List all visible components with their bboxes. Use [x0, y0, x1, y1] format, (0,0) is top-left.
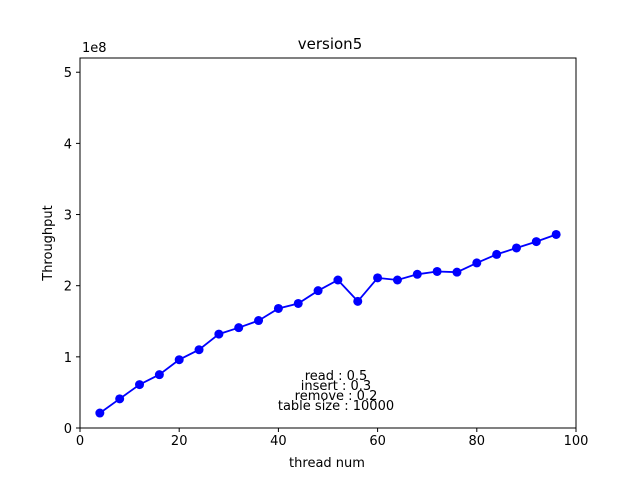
series-layer	[95, 229, 561, 418]
x-tick-label: 100	[564, 434, 589, 449]
y-tick-label: 3	[64, 209, 72, 224]
y-tick-label: 5	[64, 66, 72, 81]
x-tick-label: 0	[76, 434, 84, 449]
plot-frame	[79, 57, 577, 429]
x-tick-label: 40	[270, 434, 287, 449]
y-tick-label: 4	[64, 137, 72, 152]
data-point	[452, 267, 462, 277]
plot-area	[79, 57, 577, 429]
data-point	[511, 243, 521, 253]
data-point	[214, 329, 224, 339]
data-point	[234, 323, 244, 333]
annotation-line: read : 0.5	[305, 369, 368, 384]
x-axis: 0 20 40 60 80 100	[76, 428, 589, 449]
data-point	[194, 345, 204, 355]
data-point	[313, 286, 323, 296]
x-tick-label: 60	[369, 434, 386, 449]
data-point	[293, 298, 303, 308]
data-point	[273, 303, 283, 313]
data-point	[254, 316, 264, 326]
data-point	[412, 269, 422, 279]
y-axis-label: Throughput	[41, 205, 56, 282]
data-point	[432, 266, 442, 276]
annotation-line: table size : 10000	[278, 399, 394, 414]
data-point	[333, 275, 343, 285]
data-point	[115, 394, 125, 404]
data-point	[531, 237, 541, 247]
data-point	[353, 296, 363, 306]
data-point	[551, 229, 561, 239]
y-tick-label: 2	[64, 280, 72, 295]
y-scale-label: 1e8	[82, 41, 107, 56]
data-point	[392, 275, 402, 285]
x-tick-label: 20	[171, 434, 188, 449]
data-point	[135, 380, 145, 390]
data-point	[373, 273, 383, 283]
x-tick-label: 80	[469, 434, 486, 449]
y-tick-label: 1	[64, 351, 72, 366]
data-point	[95, 408, 105, 418]
y-axis: 0 1 2 3 4 5	[64, 66, 80, 437]
data-point	[492, 249, 502, 259]
data-point	[174, 355, 184, 365]
data-point	[472, 258, 482, 268]
chart-title: version5	[298, 35, 362, 53]
annotation-line: insert : 0.3	[301, 379, 371, 394]
annotation-line: remove : 0.2	[295, 389, 378, 404]
data-point	[154, 370, 164, 380]
y-tick-label: 0	[64, 422, 72, 437]
x-axis-label: thread num	[289, 456, 365, 471]
